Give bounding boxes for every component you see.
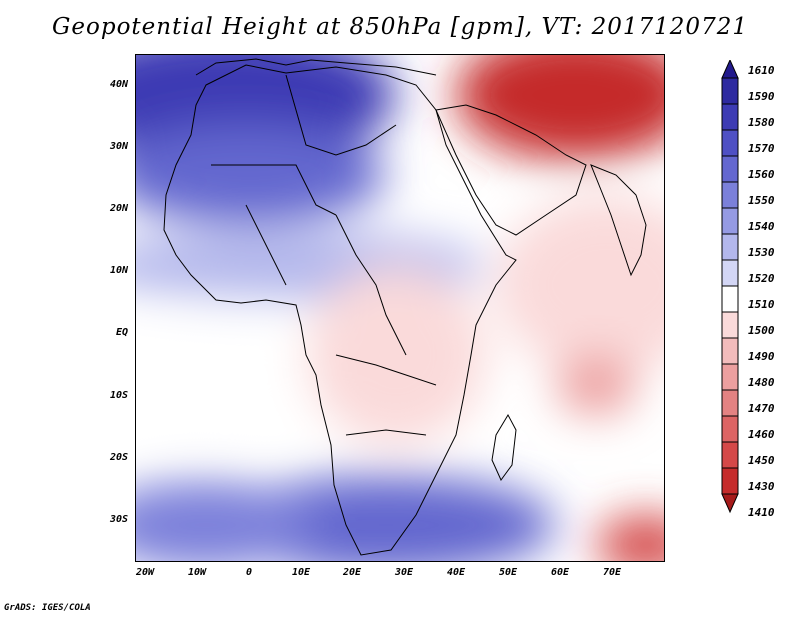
lat-label-eq: EQ (115, 327, 128, 338)
lon-label-20e: 20E (342, 567, 362, 578)
field-sahara-west (136, 125, 386, 225)
colorbar-label: 1590 (748, 90, 775, 103)
lon-label-60e: 60E (550, 567, 570, 578)
colorbar-label: 1530 (748, 246, 775, 259)
colorbar-top-arrow (721, 60, 739, 79)
colorbar-swatch (721, 415, 739, 443)
lon-label-70e: 70E (602, 567, 622, 578)
map-plot-area (135, 54, 665, 562)
colorbar-swatch (721, 285, 739, 313)
colorbar-label: 1610 (748, 64, 775, 77)
colorbar-swatch (721, 207, 739, 235)
coastlines (163, 58, 647, 556)
europe-coastline (195, 58, 437, 76)
field-indian-ocean-low (556, 355, 636, 415)
colorbar-swatch (721, 155, 739, 183)
lon-label-20w: 20W (135, 567, 155, 578)
colorbar-label: 1410 (748, 506, 775, 519)
colorbar-label: 1470 (748, 402, 775, 415)
colorbar-label: 1570 (748, 142, 775, 155)
colorbar-swatch (721, 467, 739, 495)
colorbar-swatch (721, 441, 739, 469)
colorbar-swatch (721, 103, 739, 131)
colorbar-label: 1580 (748, 116, 775, 129)
lat-label-30n: 30N (109, 141, 128, 152)
colorbar-swatch (721, 77, 739, 105)
colorbar-label: 1520 (748, 272, 775, 285)
colorbar-swatch (721, 363, 739, 391)
map-field (136, 55, 664, 561)
lon-label-10w: 10W (187, 567, 207, 578)
arabia-coastline (435, 104, 587, 236)
colorbar-label: 1510 (748, 298, 775, 311)
colorbar-label: 1430 (748, 480, 775, 493)
colorbar-label: 1460 (748, 428, 775, 441)
africa-coastline (163, 64, 517, 556)
colorbar-bottom-arrow (721, 493, 739, 514)
colorbar-label: 1500 (748, 324, 775, 337)
country-border-4 (335, 354, 437, 386)
country-border-6 (245, 204, 287, 286)
colorbar-swatch (721, 129, 739, 157)
country-border-3 (335, 214, 407, 356)
colorbar (721, 60, 739, 514)
country-border-2 (285, 74, 397, 156)
lat-label-10s: 10S (109, 390, 128, 401)
india-coastline (590, 164, 647, 277)
colorbar-swatch (721, 181, 739, 209)
field-south-atlantic (136, 480, 316, 561)
lon-label-0: 0 (245, 567, 253, 578)
lon-label-50e: 50E (498, 567, 518, 578)
lat-label-30s: 30S (109, 514, 128, 525)
footer-credit: GrADS: IGES/COLA (4, 603, 91, 613)
lon-label-10e: 10E (291, 567, 311, 578)
lon-label-40e: 40E (446, 567, 466, 578)
field-central-africa (306, 265, 486, 445)
map-title: Geopotential Height at 850hPa [gpm], VT:… (52, 14, 748, 40)
field-equatorial-atlantic (136, 305, 356, 445)
field-far-southeast (596, 515, 664, 561)
country-border-5 (345, 429, 427, 436)
colorbar-swatch (721, 337, 739, 365)
country-border-1 (211, 164, 337, 216)
colorbar-swatch (721, 389, 739, 417)
colorbar-label: 1550 (748, 194, 775, 207)
colorbar-swatch (721, 233, 739, 261)
lat-label-10n: 10N (109, 265, 128, 276)
colorbar-label: 1480 (748, 376, 775, 389)
madagascar-coastline (491, 413, 517, 481)
colorbar-swatch (721, 311, 739, 339)
colorbar-label: 1450 (748, 454, 775, 467)
lat-label-20s: 20S (109, 452, 128, 463)
colorbar-label: 1490 (748, 350, 775, 363)
field-arabian-sea (496, 195, 664, 375)
colorbar-label: 1540 (748, 220, 775, 233)
lat-label-20n: 20N (109, 203, 128, 214)
lon-label-30e: 30E (394, 567, 414, 578)
field-middle-east (456, 55, 664, 160)
colorbar-swatch (721, 259, 739, 287)
colorbar-label: 1560 (748, 168, 775, 181)
lat-label-40n: 40N (109, 79, 128, 90)
